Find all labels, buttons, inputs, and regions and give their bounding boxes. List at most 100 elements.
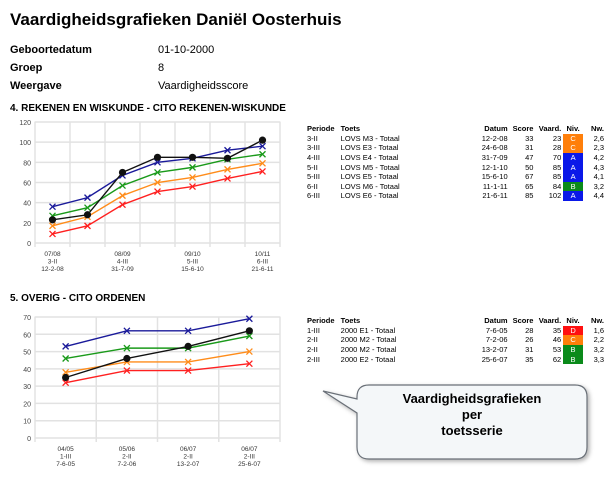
level-badge: C: [563, 335, 583, 345]
table-cell: 102: [548, 191, 562, 201]
x-tick-label: 15-6-10: [181, 266, 204, 273]
data-point: [259, 159, 266, 167]
table-cell: 31: [525, 345, 534, 355]
y-tick-label: 30: [23, 384, 31, 391]
y-tick-label: 20: [23, 221, 31, 228]
table-cell: 2000 M2 - Totaal: [340, 335, 397, 345]
data-point: [153, 153, 162, 161]
column-header: Periode: [307, 124, 335, 134]
x-tick-label: 2-II: [122, 454, 132, 461]
info-value: Vaardigheidsscore: [158, 80, 249, 92]
table-cell: 2-II: [307, 345, 318, 355]
data-point: [62, 373, 70, 382]
data-point: [118, 168, 127, 177]
table-cell: 31: [525, 143, 534, 153]
data-point: [224, 165, 231, 173]
column-header: Niv.: [566, 124, 580, 134]
table-cell: 65: [525, 181, 534, 191]
table-cell: 28: [552, 143, 562, 153]
y-tick-label: 0: [27, 241, 31, 248]
data-point: [154, 158, 161, 166]
y-tick-label: 10: [23, 419, 31, 426]
column-header: Toets: [340, 124, 361, 134]
table-cell: 21-6-11: [482, 191, 508, 201]
column-header: Nw.: [590, 124, 604, 134]
x-tick-label: 09/10: [184, 251, 201, 258]
table-cell: 35: [552, 325, 562, 335]
table-cell: 5-II: [307, 162, 318, 172]
data-point: [84, 222, 91, 230]
callout-text: Vaardigheidsgrafieken per toetsserie: [355, 391, 589, 439]
x-tick-label: 10/11: [255, 251, 271, 258]
table-cell: 7-6-05: [485, 325, 508, 335]
x-tick-label: 7-6-05: [56, 461, 75, 468]
table-row: 3-III LOVS E3 - Totaal 24-6-08 31 28 C 2,3: [305, 143, 606, 153]
data-point: [119, 192, 126, 200]
x-tick-label: 07/08: [44, 251, 61, 258]
table-cell: 62: [552, 354, 562, 364]
table-row: 6-II LOVS M6 - Totaal 11-1-11 65 84 B 3,2: [305, 181, 606, 192]
data-point: [184, 367, 192, 375]
table-cell: 3,2: [593, 181, 604, 191]
table-cell: LOVS M6 - Totaal: [340, 181, 400, 191]
table-cell: LOVS E6 - Totaal: [340, 191, 399, 201]
data-point: [189, 183, 196, 190]
table-row: 5-II LOVS M5 - Totaal 12-1-10 50 85 A 4,3: [305, 162, 606, 172]
section-heading-rekenen: 4. REKENEN EN WISKUNDE - CITO REKENEN-WI…: [10, 103, 286, 114]
table-cell: 13-2-07: [481, 345, 508, 355]
data-point: [189, 163, 196, 171]
y-tick-label: 120: [19, 120, 31, 127]
y-tick-label: 100: [19, 140, 31, 147]
level-badge: A: [563, 191, 583, 201]
x-tick-label: 25-6-07: [238, 461, 261, 468]
x-tick-label: 21-6-11: [252, 266, 274, 273]
table-cell: 70: [552, 153, 562, 163]
table-header: Periode Toets Datum Score Vaard. Niv. Nw.: [305, 124, 606, 134]
data-point: [154, 188, 161, 196]
y-tick-label: 60: [23, 332, 31, 339]
table-cell: 11-1-11: [482, 181, 508, 191]
x-tick-label: 2-III: [244, 454, 255, 461]
level-badge: B: [563, 354, 583, 364]
column-header: Datum: [484, 124, 508, 134]
x-tick-label: 4-III: [117, 259, 128, 266]
column-header: Vaard.: [538, 124, 562, 134]
info-label: Groep: [10, 62, 43, 74]
column-header: Niv.: [566, 316, 580, 326]
table-cell: 4,1: [593, 172, 604, 182]
table-cell: 85: [552, 172, 562, 182]
table-cell: 53: [552, 345, 562, 355]
x-tick-label: 13-2-07: [177, 461, 200, 468]
table-cell: 25-6-07: [481, 354, 508, 364]
y-tick-label: 60: [23, 181, 31, 188]
data-point: [184, 327, 192, 335]
data-point: [123, 327, 131, 335]
table-cell: 3,2: [593, 345, 604, 355]
series-line: [65, 350, 250, 374]
table-cell: 46: [552, 335, 562, 345]
data-point: [62, 355, 70, 362]
data-point: [119, 201, 126, 209]
x-tick-label: 08/09: [114, 251, 131, 258]
table-cell: 67: [525, 172, 534, 182]
table-cell: 28: [525, 325, 534, 335]
table-cell: 1-III: [307, 325, 320, 335]
data-point: [49, 203, 56, 211]
callout-line: per: [461, 407, 483, 422]
y-tick-label: 0: [27, 436, 31, 443]
table-row: 2-II 2000 M2 - Totaal 13-2-07 31 53 B 3,2: [305, 344, 606, 355]
series-line: [65, 330, 250, 379]
data-point: [84, 194, 91, 202]
level-badge: B: [563, 181, 583, 192]
series-line: [65, 362, 250, 384]
table-header: Periode Toets Datum Score Vaard. Niv. Nw.: [305, 316, 606, 326]
page-title: Vaardigheidsgrafieken Daniël Oosterhuis: [10, 10, 342, 29]
x-tick-label: 12-2-08: [41, 266, 64, 273]
x-tick-label: 06/07: [180, 446, 197, 453]
data-point: [49, 230, 56, 238]
x-tick-label: 1-III: [60, 454, 71, 461]
table-row: 2-II 2000 M2 - Totaal 7-2-06 26 46 C 2,2: [305, 335, 606, 345]
y-tick-label: 40: [23, 201, 31, 208]
table-row: 3-II LOVS M3 - Totaal 12-2-08 33 23 C 2,6: [305, 133, 606, 144]
